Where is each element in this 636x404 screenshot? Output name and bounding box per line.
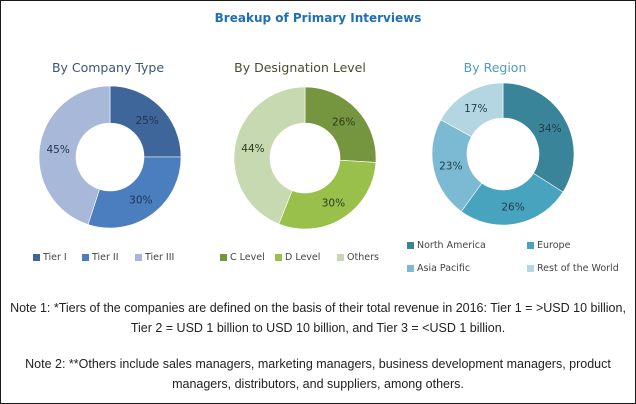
data-label-region-north-america: 34% [538,123,561,135]
legend-swatch [275,254,282,261]
note-1: Note 1: *Tiers of the companies are defi… [10,301,626,335]
chart-title-region: By Region [463,60,527,75]
slice-company-type-tier-ii [87,156,182,229]
data-label-company-type-tier-iii: 45% [46,144,69,156]
data-label-region-europe: 26% [501,202,524,214]
note-2: Note 2: **Others include sales managers,… [25,357,611,391]
slice-company-type-tier-i [109,85,182,158]
legend-swatch [135,254,142,261]
legend-item-tier-ii: Tier II [82,252,119,263]
data-label-company-type-tier-ii: 30% [129,194,152,206]
chart-title-company-type: By Company Type [51,60,165,75]
slice-designation-level-others [233,86,306,225]
slice-region-rest-of-the-world [440,82,504,138]
data-label-designation-level-others: 44% [241,143,264,155]
legend-swatch [527,265,534,272]
main-title: Breakup of Primary Interviews [214,11,422,25]
slice-designation-level-c-level [304,86,377,163]
slice-region-north-america [502,82,575,193]
legend-label: North America [417,240,486,251]
legend-swatch [220,254,227,261]
legend-item-rest-of-the-world: Rest of the World [527,263,619,274]
slice-region-europe [460,172,564,226]
data-label-company-type-tier-i: 25% [135,115,158,127]
legend-swatch [33,254,40,261]
data-label-designation-level-c-level: 26% [332,117,355,129]
legend-item-asia-pacific: Asia Pacific [407,263,470,274]
legend-label: Tier II [92,252,119,263]
legend-item-europe: Europe [527,240,570,251]
legend-swatch [82,254,89,261]
legend-item-tier-iii: Tier III [135,252,174,263]
legend-label: Rest of the World [537,263,619,274]
slice-company-type-tier-iii [38,85,111,225]
data-label-region-rest-of-the-world: 17% [464,103,487,115]
data-label-region-asia-pacific: 23% [439,161,462,173]
legend-item-tier-i: Tier I [33,252,67,263]
legend-label: Tier I [43,252,67,263]
legend-swatch [337,254,344,261]
legend-item-others: Others [337,252,379,263]
legend-label: D Level [285,252,321,263]
legend-item-d-level: D Level [275,252,320,263]
slice-designation-level-d-level [278,159,377,230]
legend-swatch [527,242,534,249]
legend-label: Tier III [145,252,175,263]
legend-label: Others [347,252,379,263]
legend-label: Asia Pacific [417,263,471,274]
data-label-designation-level-d-level: 30% [322,198,345,210]
legend-item-c-level: C Level [220,252,265,263]
legend-label: C Level [230,252,265,263]
legend-swatch [407,242,414,249]
legend-item-north-america: North America [407,240,486,251]
legend-swatch [407,265,414,272]
legend-label: Europe [537,240,571,251]
chart-title-designation-level: By Designation Level [234,60,366,75]
